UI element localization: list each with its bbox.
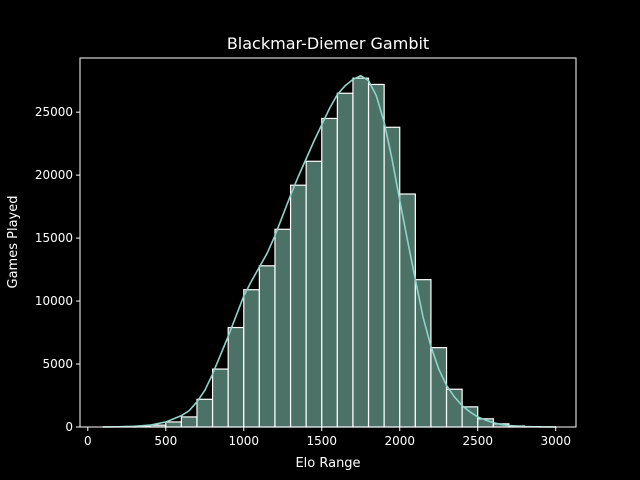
histogram-bar [367, 83, 385, 428]
histogram-bar [414, 279, 432, 428]
histogram-bar [258, 265, 276, 428]
y-tick-label: 15000 [35, 231, 73, 245]
y-axis-label: Games Played [6, 196, 21, 289]
x-tick-label: 500 [154, 434, 177, 448]
chart-title: Blackmar-Diemer Gambit [227, 34, 429, 53]
histogram-bar [305, 160, 323, 428]
histogram-bar [211, 368, 229, 428]
x-tick-label: 1500 [306, 434, 337, 448]
histogram-bar [399, 193, 416, 428]
y-tick-label: 5000 [42, 357, 73, 371]
y-tick-label: 20000 [35, 168, 73, 182]
x-tick-label: 0 [84, 434, 92, 448]
histogram-bar [321, 117, 338, 428]
histogram-bars [102, 77, 557, 428]
y-tick-label: 10000 [35, 294, 73, 308]
y-axis-ticks: 0 5000 10000 15000 20000 25000 [35, 105, 80, 434]
kde-line [102, 74, 557, 428]
histogram-bar [461, 406, 479, 428]
histogram-bar [274, 228, 292, 428]
histogram-bar [180, 416, 198, 428]
y-tick-label: 0 [65, 420, 73, 434]
histogram-bar [243, 289, 260, 428]
x-tick-label: 3000 [540, 434, 571, 448]
x-tick-label: 1000 [229, 434, 260, 448]
x-axis-ticks: 0 500 1000 1500 2000 2500 3000 [84, 427, 571, 448]
histogram-bar [430, 347, 448, 428]
y-tick-label: 25000 [35, 105, 73, 119]
histogram-bar [227, 326, 245, 428]
x-tick-label: 2000 [384, 434, 415, 448]
histogram-bar [289, 184, 307, 428]
x-tick-label: 2500 [462, 434, 493, 448]
x-axis-label: Elo Range [295, 456, 360, 471]
histogram-bar [445, 388, 463, 428]
axes-frame [79, 57, 577, 428]
kde-layer [102, 74, 557, 428]
histogram-bar [196, 398, 214, 428]
histogram-bar [352, 77, 370, 428]
histogram-bar [383, 126, 401, 428]
histogram-bar [336, 92, 354, 428]
histogram-bar [165, 421, 182, 428]
